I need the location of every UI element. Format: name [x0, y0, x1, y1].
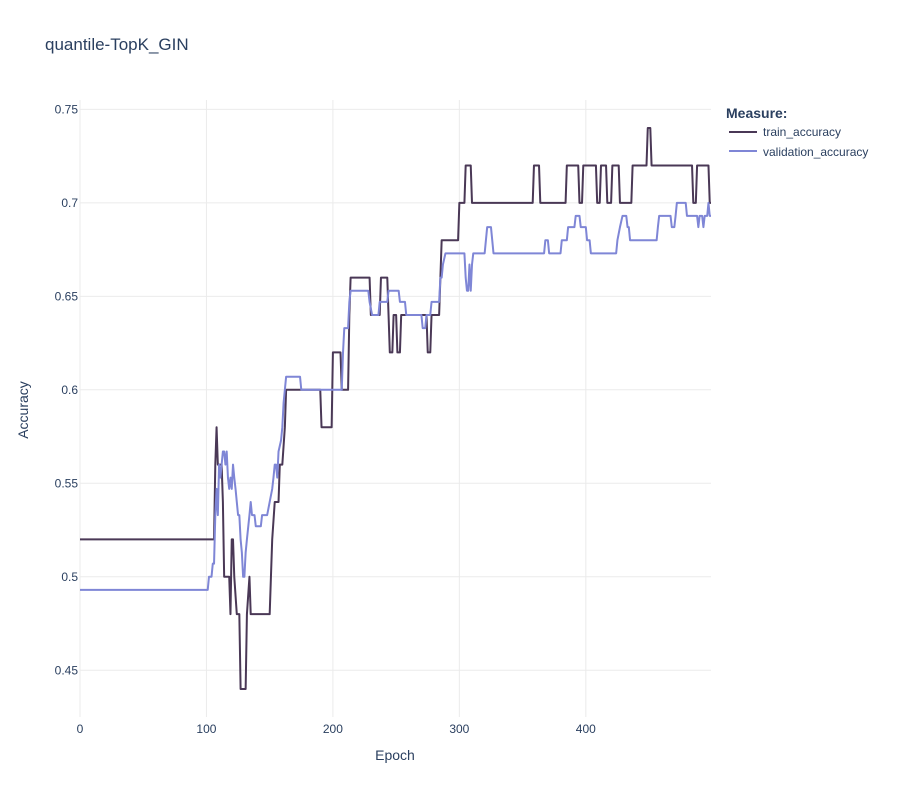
x-axis-ticks: 0 100 200 300 400 — [77, 722, 596, 736]
x-tick-label: 400 — [576, 722, 596, 736]
legend-item-train-accuracy[interactable]: train_accuracy — [729, 125, 841, 139]
chart-title: quantile-TopK_GIN — [45, 35, 189, 54]
x-tick-label: 100 — [196, 722, 216, 736]
y-tick-label: 0.45 — [55, 663, 79, 677]
series-line-train-accuracy[interactable] — [80, 127, 711, 690]
legend-label-validation-accuracy: validation_accuracy — [763, 145, 868, 159]
x-tick-label: 0 — [77, 722, 84, 736]
y-axis-ticks: 0.45 0.5 0.55 0.6 0.65 0.7 0.75 — [55, 102, 79, 677]
series-line-validation-accuracy[interactable] — [80, 201, 711, 591]
y-tick-label: 0.65 — [55, 289, 79, 303]
x-tick-label: 300 — [449, 722, 469, 736]
x-tick-label: 200 — [323, 722, 343, 736]
x-axis-title: Epoch — [375, 747, 415, 763]
legend-label-train-accuracy: train_accuracy — [763, 125, 841, 139]
plot-area — [80, 127, 711, 690]
legend-title: Measure: — [726, 105, 787, 121]
y-tick-label: 0.7 — [61, 196, 78, 210]
y-tick-label: 0.5 — [61, 570, 78, 584]
y-tick-label: 0.55 — [55, 476, 79, 490]
grid-lines — [79, 100, 711, 717]
y-axis-title: Accuracy — [15, 381, 31, 439]
y-tick-label: 0.75 — [55, 102, 79, 116]
y-tick-label: 0.6 — [61, 383, 78, 397]
legend-item-validation-accuracy[interactable]: validation_accuracy — [729, 145, 868, 159]
legend: Measure: train_accuracy validation_accur… — [726, 105, 868, 159]
